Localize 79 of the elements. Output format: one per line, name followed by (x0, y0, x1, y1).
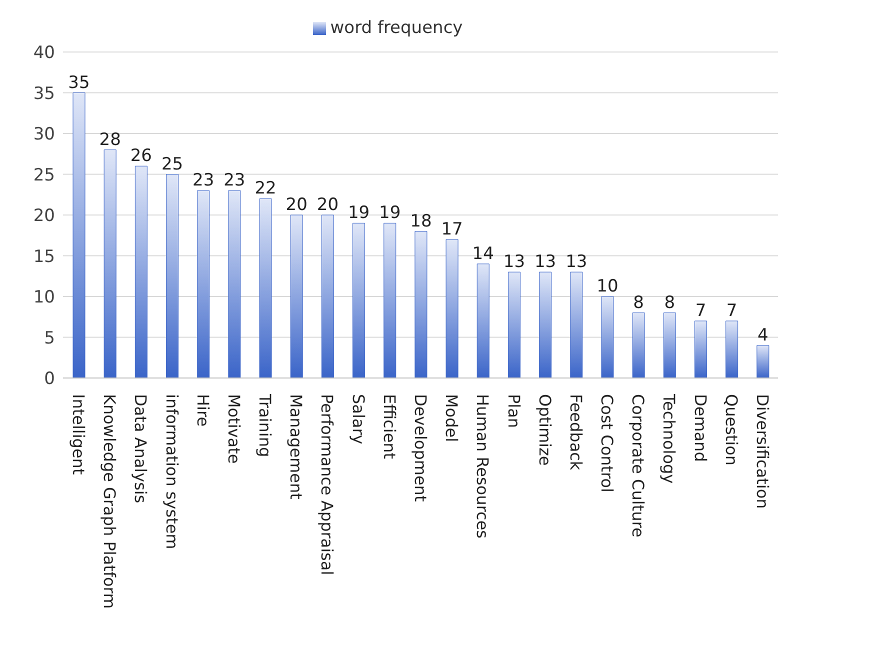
bar (104, 150, 116, 378)
y-tick-label: 40 (33, 43, 55, 64)
x-tick-label: Intelligent (69, 394, 88, 475)
y-tick-label: 5 (44, 328, 55, 348)
bar (663, 312, 676, 378)
data-label: 13 (566, 252, 588, 272)
y-tick-label: 15 (33, 246, 55, 267)
y-tick-label: 30 (33, 124, 55, 145)
bar (539, 272, 552, 378)
bar (197, 190, 210, 378)
data-label: 23 (224, 170, 246, 191)
x-tick-label: Plan (504, 394, 524, 428)
data-label: 8 (633, 292, 644, 313)
x-tick-label: Performance Appraisal (318, 394, 337, 576)
bar (726, 320, 738, 378)
bar (166, 174, 179, 378)
bar (134, 166, 148, 378)
x-tick-label: Diversification (752, 394, 772, 509)
x-tick-label: Optimize (535, 394, 554, 466)
bar (632, 312, 645, 378)
x-tick-label: Development (411, 394, 430, 502)
data-label: 20 (286, 195, 308, 215)
x-tick-label: Training (256, 393, 275, 458)
data-label: 7 (695, 300, 706, 321)
x-tick-label: Feedback (566, 394, 586, 471)
x-tick-label: Human Resources (473, 394, 492, 538)
data-label: 14 (472, 244, 494, 264)
data-label: 18 (410, 211, 432, 232)
bar (601, 296, 614, 378)
data-label: 17 (441, 219, 463, 240)
y-tick-label: 35 (33, 84, 55, 104)
x-tick-label: information system (162, 394, 182, 550)
bar (321, 214, 334, 378)
data-label: 19 (348, 203, 370, 224)
y-tick-label: 0 (44, 369, 55, 390)
bar (694, 320, 707, 378)
legend-label: word frequency (330, 18, 463, 38)
x-tick-label: Demand (690, 394, 710, 462)
data-label: 22 (254, 178, 276, 199)
data-label: 7 (726, 300, 738, 321)
bar (756, 345, 770, 378)
x-tick-label: Model (442, 394, 462, 442)
bar (259, 198, 272, 378)
x-tick-label: Management (286, 394, 306, 500)
data-label: 19 (379, 203, 401, 224)
bar (476, 264, 490, 378)
x-tick-label: Motivate (224, 394, 244, 464)
x-tick-label: Corporate Culture (628, 394, 648, 538)
x-tick-label: Data Analysis (131, 394, 150, 504)
data-label: 20 (316, 195, 339, 215)
data-label: 25 (161, 154, 184, 174)
bar (414, 231, 428, 378)
y-tick-label: 10 (33, 288, 55, 308)
bar (72, 92, 86, 378)
data-label: 8 (664, 292, 676, 313)
bar (384, 222, 396, 378)
x-tick-label: Hire (193, 394, 212, 427)
bar (290, 214, 303, 378)
data-label: 28 (99, 130, 121, 150)
x-tick-label: Technology (660, 393, 679, 484)
y-tick-label: 25 (33, 165, 55, 186)
data-label: 10 (596, 276, 618, 296)
y-tick-label: 20 (33, 206, 55, 226)
data-label: 35 (68, 72, 90, 93)
x-tick-label: Cost Control (598, 394, 617, 492)
data-label: 13 (534, 252, 556, 272)
bar (446, 239, 458, 378)
x-tick-label: Efficient (380, 394, 399, 460)
x-tick-label: Question (722, 394, 741, 466)
bar (352, 222, 366, 378)
x-tick-label: Salary (348, 394, 368, 444)
bar (508, 272, 520, 378)
bar (228, 190, 241, 378)
x-tick-label: Knowledge Graph Platform (100, 394, 120, 609)
data-label: 13 (503, 252, 526, 272)
bar (570, 272, 583, 378)
data-label: 26 (130, 146, 152, 166)
data-label: 4 (758, 325, 768, 346)
data-label: 23 (192, 170, 214, 191)
